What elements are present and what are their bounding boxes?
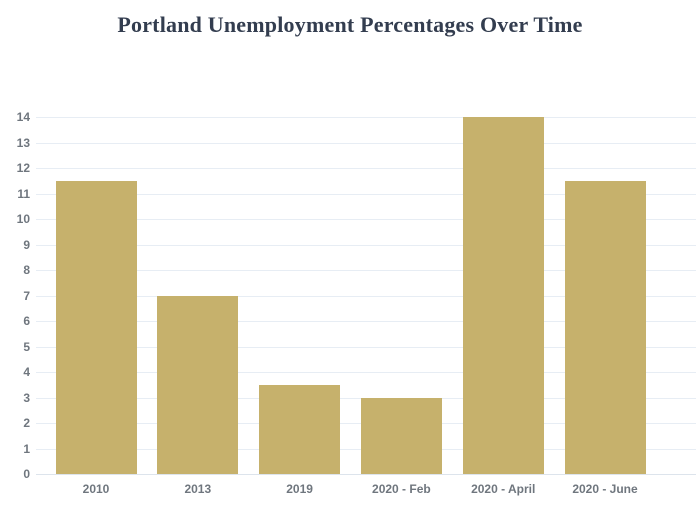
x-axis-label-2013: 2013: [184, 482, 212, 496]
y-tick-label: 8: [23, 263, 30, 277]
x-axis-baseline: [36, 474, 696, 475]
bar-2019[interactable]: [259, 384, 341, 474]
x-axis-label-2010: 2010: [82, 482, 110, 496]
gridline: [36, 295, 696, 297]
x-axis-label-2019: 2019: [286, 482, 313, 496]
y-tick-label: 1: [23, 441, 30, 456]
bar-2010[interactable]: [55, 180, 137, 474]
gridline: [36, 346, 696, 348]
y-tick-label: 10: [16, 212, 30, 226]
y-tick-label: 13: [16, 135, 30, 150]
y-tick-label: 6: [23, 314, 30, 328]
chart-title: Portland Unemployment Percentages Over T…: [117, 12, 583, 37]
gridline: [36, 244, 696, 246]
gridline: [36, 372, 696, 373]
y-tick-label: 4: [23, 365, 30, 379]
gridline: [36, 117, 696, 118]
bar-2020-april[interactable]: [462, 117, 544, 474]
x-axis-label-2020-april: 2020 - April: [471, 482, 536, 496]
bar-2013[interactable]: [157, 295, 239, 474]
y-tick-label: 11: [17, 186, 30, 201]
bar-2020-june[interactable]: [564, 180, 646, 474]
x-axis-label-2020-feb: 2020 - Feb: [372, 482, 431, 496]
gridline: [36, 168, 696, 169]
y-tick-label: 0: [23, 467, 30, 481]
gridline: [36, 270, 696, 271]
y-tick-label: 12: [16, 161, 30, 175]
y-tick-label: 14: [16, 110, 30, 124]
gridline: [36, 142, 696, 144]
y-tick-label: 2: [23, 416, 30, 430]
y-tick-label: 5: [23, 339, 30, 354]
gridline: [36, 321, 696, 322]
bar-2020-feb[interactable]: [360, 397, 442, 474]
y-tick-label: 3: [23, 390, 30, 405]
y-tick-label: 7: [23, 288, 30, 303]
x-axis-label-2020-june: 2020 - June: [572, 482, 638, 496]
gridline: [36, 193, 696, 195]
y-tick-label: 9: [23, 237, 30, 252]
gridline: [36, 219, 696, 220]
